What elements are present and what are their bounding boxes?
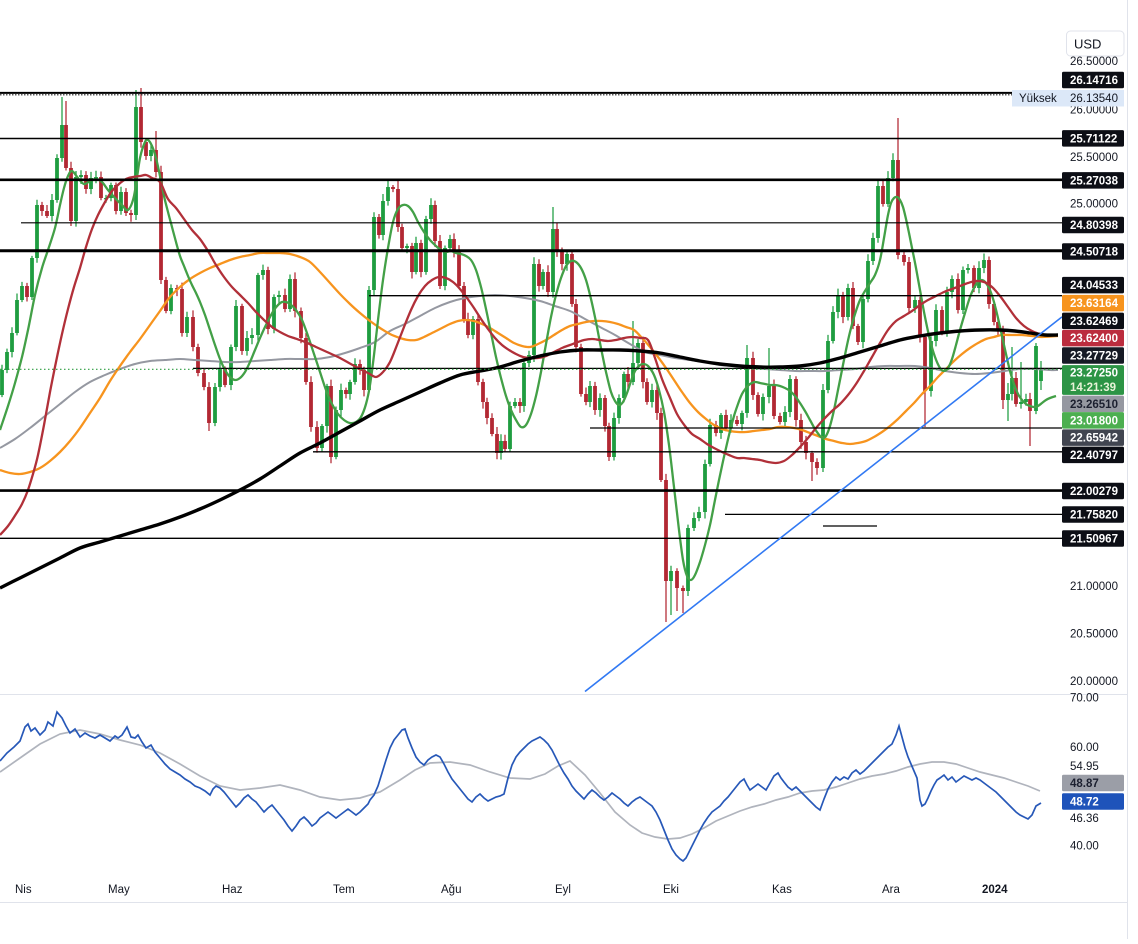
svg-text:26.50000: 26.50000 — [1070, 56, 1118, 68]
svg-text:25.71122: 25.71122 — [1070, 133, 1117, 145]
svg-text:Ağu: Ağu — [441, 884, 461, 896]
svg-text:23.62469: 23.62469 — [1070, 316, 1118, 328]
svg-text:23.62400: 23.62400 — [1070, 333, 1118, 345]
svg-text:May: May — [108, 884, 130, 896]
svg-text:20.00000: 20.00000 — [1070, 676, 1118, 688]
svg-text:24.50718: 24.50718 — [1070, 247, 1119, 259]
svg-text:25.00000: 25.00000 — [1070, 199, 1118, 211]
svg-text:20.50000: 20.50000 — [1070, 629, 1118, 641]
svg-text:Eki: Eki — [663, 884, 679, 896]
svg-text:USD: USD — [1074, 37, 1101, 52]
svg-text:21.50967: 21.50967 — [1070, 534, 1118, 546]
svg-text:Nis: Nis — [15, 884, 32, 896]
svg-text:23.63164: 23.63164 — [1070, 298, 1119, 310]
svg-text:Eyl: Eyl — [555, 884, 571, 896]
svg-text:Yüksek: Yüksek — [1019, 93, 1057, 105]
svg-text:21.75820: 21.75820 — [1070, 510, 1118, 522]
svg-text:48.87: 48.87 — [1070, 778, 1099, 790]
svg-text:26.14716: 26.14716 — [1070, 75, 1118, 87]
svg-text:23.27729: 23.27729 — [1070, 351, 1118, 363]
svg-text:40.00: 40.00 — [1070, 841, 1099, 853]
svg-text:23.27250: 23.27250 — [1070, 368, 1118, 380]
svg-text:26.13540: 26.13540 — [1070, 93, 1118, 105]
svg-text:24.80398: 24.80398 — [1070, 220, 1119, 232]
svg-text:Kas: Kas — [772, 884, 792, 896]
svg-text:54.95: 54.95 — [1070, 761, 1099, 773]
svg-text:48.72: 48.72 — [1070, 797, 1099, 809]
svg-text:60.00: 60.00 — [1070, 742, 1099, 754]
svg-text:21.00000: 21.00000 — [1070, 581, 1118, 593]
svg-text:22.00279: 22.00279 — [1070, 486, 1118, 498]
svg-text:25.50000: 25.50000 — [1070, 152, 1118, 164]
svg-text:2024: 2024 — [982, 884, 1008, 896]
svg-text:46.36: 46.36 — [1070, 813, 1099, 825]
svg-text:Haz: Haz — [222, 884, 243, 896]
svg-text:22.40797: 22.40797 — [1070, 450, 1118, 462]
svg-text:23.01800: 23.01800 — [1070, 415, 1118, 427]
svg-text:23.26510: 23.26510 — [1070, 399, 1118, 411]
svg-text:25.27038: 25.27038 — [1070, 175, 1119, 187]
svg-text:26.00000: 26.00000 — [1070, 105, 1118, 117]
svg-text:24.04533: 24.04533 — [1070, 280, 1118, 292]
svg-text:14:21:39: 14:21:39 — [1070, 382, 1116, 394]
svg-text:Ara: Ara — [882, 884, 901, 896]
svg-text:Tem: Tem — [333, 884, 355, 896]
svg-text:70.00: 70.00 — [1070, 693, 1099, 705]
svg-text:22.65942: 22.65942 — [1070, 433, 1118, 445]
